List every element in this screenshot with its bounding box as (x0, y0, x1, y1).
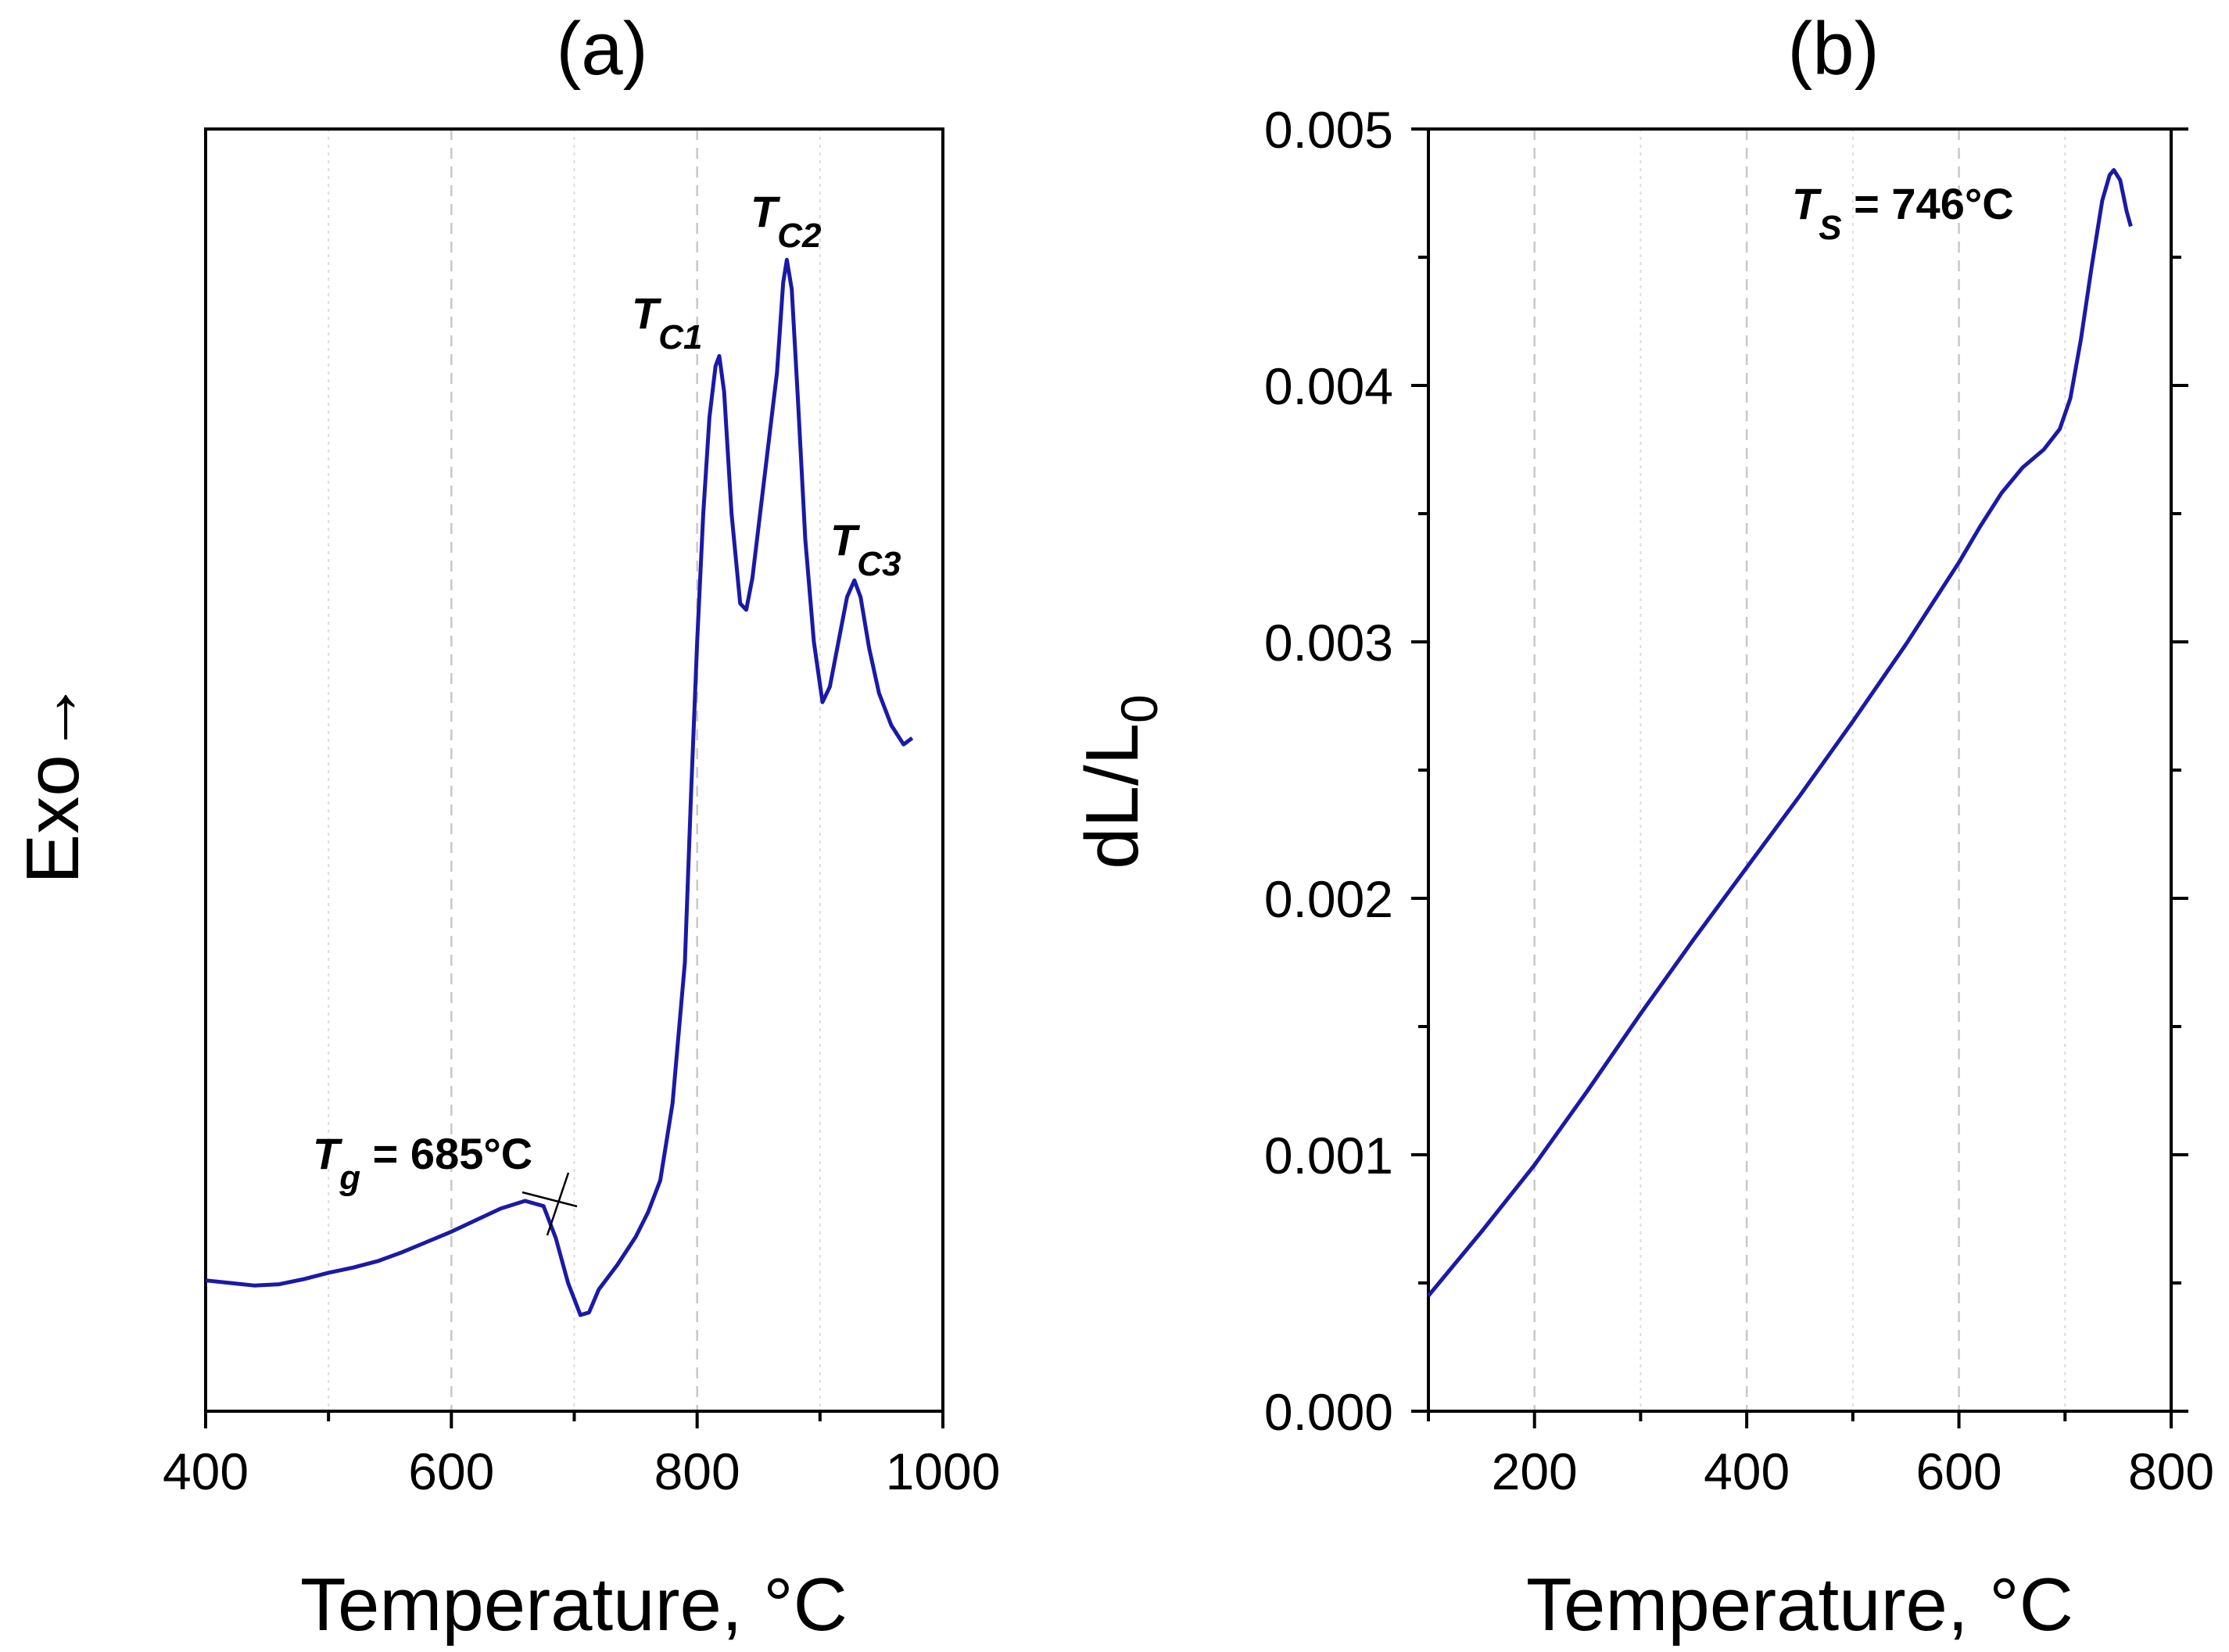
panel-a-x-tick-labels: 400 600 800 1000 (163, 1442, 1000, 1500)
panel-a-x-tick-label: 800 (654, 1442, 740, 1500)
panel-b-ts-annotation: TS = 746°C (1792, 179, 2014, 247)
panel-a-dsc-chart: (a) 400 600 800 1000 Tg = 685°C TC1 TC2 TC3… (11, 7, 1000, 1647)
panel-b-dilatometry-chart: (b) 200 400 600 800 0.0000.0010.0020.0030.0… (1070, 7, 2214, 1647)
panel-b-y-tick-label: 0.004 (1264, 357, 1393, 415)
panel-a-tg-tangent-line-2 (546, 1172, 570, 1236)
panel-b-y-tick-label: 0.005 (1264, 101, 1393, 159)
panel-a-x-tick-label: 600 (408, 1442, 494, 1500)
panel-b-x-tick-label: 600 (1916, 1442, 2002, 1500)
tc2-subscript: C2 (777, 217, 822, 255)
panel-b-y-tick-labels: 0.000 0.001 0.002 0.003 0.004 0.005 (1264, 101, 1393, 1441)
panel-b-y-tick-label: 0.003 (1264, 614, 1393, 672)
tg-symbol: T (313, 1129, 343, 1178)
panel-a-series-group (205, 257, 914, 1317)
panel-b-y-axis-title-sub: 0 (1110, 694, 1168, 723)
panel-b-y-axis-title: dL/L0 (1070, 694, 1168, 869)
panel-b-gridlines (1533, 129, 2066, 1411)
panel-a-title: (a) (556, 7, 647, 91)
panel-a-x-axis-title: Temperature, °C (300, 1563, 848, 1647)
panel-b-y-tick-label: 0.001 (1264, 1127, 1393, 1184)
panel-b-x-tick-label: 800 (2128, 1442, 2214, 1500)
tc2-symbol: T (751, 187, 781, 236)
panel-a-y-axis-title: Exo→ (11, 679, 95, 883)
panel-a-tc3-annotation: TC3 (830, 515, 901, 583)
panel-a-tg-tangent-line-1 (521, 1191, 578, 1208)
panel-b-y-axis-title-main: dL/L (1070, 723, 1154, 869)
panel-a-ticks (204, 1411, 944, 1428)
panel-a-x-tick-label: 1000 (886, 1442, 1001, 1500)
ts-subscript: S (1819, 209, 1841, 247)
panel-a-series-line (205, 257, 914, 1317)
panel-b-x-tick-labels: 200 400 600 800 (1492, 1442, 2214, 1500)
panel-b-y-tick-label: 0.002 (1264, 870, 1393, 928)
panel-b-plot-frame (1427, 127, 2173, 1413)
ts-symbol: T (1792, 179, 1822, 228)
panel-b-series-group (1427, 168, 2133, 1297)
panel-b-y-tick-label: 0.000 (1264, 1383, 1393, 1441)
panel-b-series-line (1427, 168, 2133, 1297)
tc1-subscript: C1 (658, 318, 702, 357)
panel-b-x-axis-title: Temperature, °C (1526, 1563, 2073, 1647)
panel-b-x-tick-label: 200 (1492, 1442, 1578, 1500)
panel-b-x-tick-label: 400 (1704, 1442, 1790, 1500)
panel-b-ticks (1411, 127, 2188, 1428)
panel-a-x-tick-label: 400 (163, 1442, 249, 1500)
ts-value: = 746°C (1842, 179, 2014, 228)
tc3-subscript: C3 (857, 545, 901, 583)
tc1-symbol: T (632, 288, 662, 338)
panel-a-tc2-annotation: TC2 (751, 187, 822, 255)
tg-subscript: g (339, 1159, 360, 1197)
tc3-symbol: T (830, 515, 861, 564)
panel-b-title: (b) (1787, 7, 1879, 91)
panel-a-tc1-annotation: TC1 (632, 288, 702, 357)
tg-value: = 685°C (360, 1129, 532, 1178)
panel-a-gridlines (328, 129, 821, 1411)
panel-a-tg-annotation: Tg = 685°C (313, 1129, 532, 1197)
